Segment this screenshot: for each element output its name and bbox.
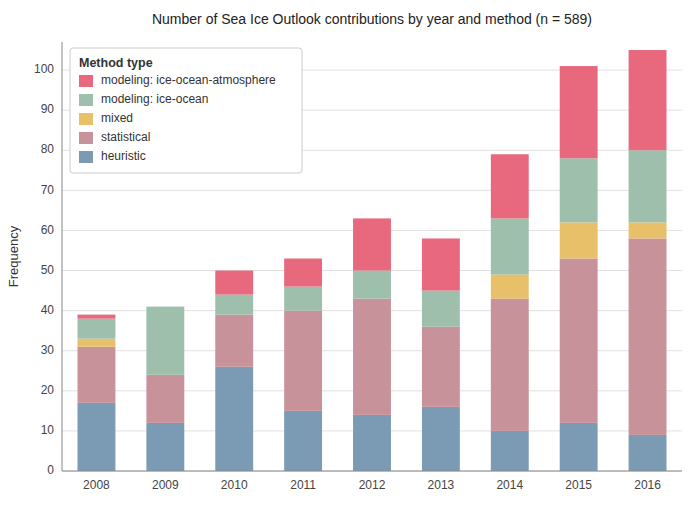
chart-container: 0102030405060708090100200820092010201120… bbox=[0, 0, 700, 509]
y-tick-label: 30 bbox=[41, 343, 55, 357]
legend-swatch bbox=[79, 113, 93, 125]
y-tick-label: 70 bbox=[41, 183, 55, 197]
y-tick-label: 90 bbox=[41, 102, 55, 116]
chart-svg: 0102030405060708090100200820092010201120… bbox=[0, 0, 700, 509]
y-tick-label: 80 bbox=[41, 142, 55, 156]
legend-swatch bbox=[79, 75, 93, 87]
bar bbox=[491, 154, 529, 218]
bar bbox=[353, 271, 391, 299]
legend-title: Method type bbox=[79, 56, 153, 70]
bar bbox=[629, 150, 667, 222]
legend-label: heuristic bbox=[101, 149, 146, 163]
bar bbox=[284, 311, 322, 411]
y-tick-label: 50 bbox=[41, 263, 55, 277]
x-tick-label: 2010 bbox=[221, 478, 248, 492]
x-tick-label: 2012 bbox=[359, 478, 386, 492]
x-tick-label: 2014 bbox=[496, 478, 523, 492]
bar bbox=[78, 319, 116, 339]
bar bbox=[422, 407, 460, 471]
legend-label: statistical bbox=[101, 130, 150, 144]
bar bbox=[284, 287, 322, 311]
bar bbox=[215, 367, 253, 471]
bar bbox=[215, 271, 253, 295]
bar bbox=[491, 218, 529, 274]
bar bbox=[78, 315, 116, 319]
bar bbox=[560, 66, 598, 158]
legend-label: mixed bbox=[101, 111, 133, 125]
bar bbox=[146, 306, 184, 307]
bar bbox=[146, 423, 184, 471]
bar bbox=[146, 307, 184, 375]
bar bbox=[146, 375, 184, 423]
bar bbox=[78, 339, 116, 347]
bar bbox=[215, 315, 253, 367]
x-tick-label: 2009 bbox=[152, 478, 179, 492]
bar bbox=[560, 423, 598, 471]
y-tick-label: 20 bbox=[41, 383, 55, 397]
y-tick-label: 10 bbox=[41, 423, 55, 437]
bar bbox=[78, 347, 116, 403]
legend-label: modeling: ice-ocean-atmosphere bbox=[101, 73, 276, 87]
x-tick-label: 2008 bbox=[83, 478, 110, 492]
bar bbox=[353, 218, 391, 270]
x-tick-label: 2015 bbox=[565, 478, 592, 492]
legend: Method type modeling: ice-ocean-atmospher… bbox=[70, 48, 302, 173]
y-tick-label: 0 bbox=[47, 463, 54, 477]
bar bbox=[215, 295, 253, 315]
bar bbox=[353, 299, 391, 415]
bar bbox=[284, 411, 322, 471]
legend-swatch bbox=[79, 151, 93, 163]
y-tick-label: 40 bbox=[41, 303, 55, 317]
bar bbox=[629, 435, 667, 471]
bar bbox=[491, 431, 529, 471]
x-axis: 2008 2009 2010 2011 2012 2013 2014 2015 2016 bbox=[62, 471, 682, 492]
page: {"chart_data": { "type": "bar", "stacked… bbox=[0, 0, 700, 509]
bar bbox=[491, 275, 529, 299]
bar bbox=[353, 415, 391, 471]
y-axis: 0 10 20 30 40 50 60 70 80 90 100 bbox=[34, 42, 62, 477]
bar bbox=[560, 222, 598, 258]
chart-title: Number of Sea Ice Outlook contributions … bbox=[152, 11, 592, 27]
bar bbox=[422, 291, 460, 327]
bar bbox=[560, 158, 598, 222]
x-tick-label: 2016 bbox=[634, 478, 661, 492]
legend-swatch bbox=[79, 132, 93, 144]
x-tick-label: 2011 bbox=[290, 478, 316, 492]
bar bbox=[78, 403, 116, 471]
bar bbox=[629, 238, 667, 434]
bar bbox=[629, 50, 667, 150]
grid-line bbox=[62, 471, 682, 472]
y-axis-line bbox=[62, 42, 63, 471]
bar bbox=[422, 327, 460, 407]
x-tick-label: 2013 bbox=[428, 478, 455, 492]
bar bbox=[284, 259, 322, 287]
legend-label: modeling: ice-ocean bbox=[101, 92, 208, 106]
y-axis-label: Frequency bbox=[6, 225, 21, 287]
legend-box bbox=[70, 48, 302, 173]
bar bbox=[629, 222, 667, 238]
bar bbox=[560, 259, 598, 423]
bar-series bbox=[78, 150, 667, 375]
y-tick-label: 100 bbox=[34, 62, 54, 76]
bar bbox=[491, 299, 529, 431]
bar bbox=[422, 238, 460, 290]
x-axis-line bbox=[62, 471, 682, 472]
y-tick-label: 60 bbox=[41, 223, 55, 237]
legend-swatch bbox=[79, 94, 93, 106]
